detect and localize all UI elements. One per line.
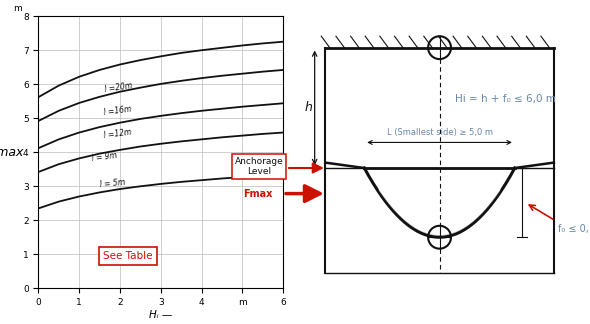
- Text: l =12m: l =12m: [104, 128, 133, 140]
- Text: h: h: [304, 101, 312, 114]
- Text: m: m: [14, 5, 22, 14]
- Y-axis label: Fmax: Fmax: [0, 146, 24, 159]
- Text: l =16m: l =16m: [104, 104, 133, 117]
- Text: Fmax: Fmax: [243, 189, 272, 199]
- Text: L (Smallest side) ≥ 5,0 m: L (Smallest side) ≥ 5,0 m: [386, 128, 493, 137]
- Text: l =20m: l =20m: [104, 81, 133, 94]
- Text: f₀ ≤ 0,1 x L: f₀ ≤ 0,1 x L: [558, 224, 590, 234]
- Text: Hi = h + f₀ ≤ 6,0 m: Hi = h + f₀ ≤ 6,0 m: [455, 94, 555, 104]
- Text: l = 9m: l = 9m: [91, 151, 118, 163]
- X-axis label: Hᵢ —: Hᵢ —: [149, 310, 172, 320]
- Text: See Table: See Table: [103, 251, 153, 261]
- Text: Anchorage
Level: Anchorage Level: [235, 157, 283, 176]
- Text: l = 5m: l = 5m: [100, 178, 126, 189]
